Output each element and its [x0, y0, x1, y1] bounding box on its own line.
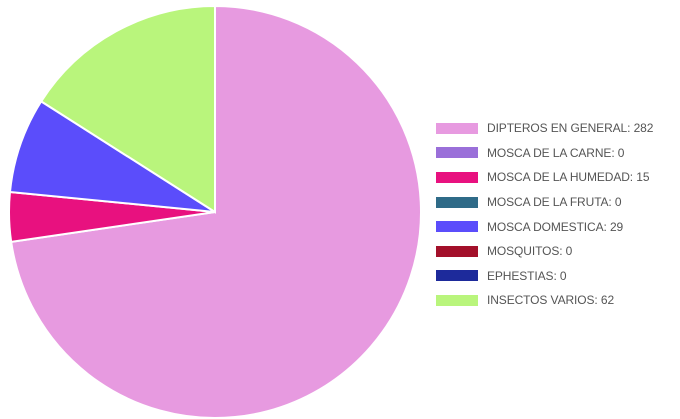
legend-item-ephestias[interactable]: EPHESTIAS: 0	[436, 264, 676, 289]
pie-slice-insectos-varios[interactable]	[39, 4, 216, 214]
legend-label: MOSCA DE LA HUMEDAD: 15	[487, 170, 650, 185]
pie-plot-area	[7, 4, 422, 419]
pie-slice-mosca-domestica[interactable]	[8, 100, 216, 213]
legend-swatch	[436, 294, 478, 306]
legend-label: MOSCA DE LA FRUTA: 0	[487, 195, 622, 210]
legend-label: MOSQUITOS: 0	[487, 244, 573, 259]
legend-swatch	[436, 122, 478, 134]
legend-item-mosca-de-la-humedad[interactable]: MOSCA DE LA HUMEDAD: 15	[436, 165, 676, 190]
legend-item-mosquitos[interactable]: MOSQUITOS: 0	[436, 239, 676, 264]
legend: DIPTEROS EN GENERAL: 282 MOSCA DE LA CARN…	[436, 116, 676, 313]
legend-swatch	[436, 147, 478, 159]
legend-swatch	[436, 171, 478, 183]
legend-item-mosca-de-la-fruta[interactable]: MOSCA DE LA FRUTA: 0	[436, 190, 676, 215]
legend-label: DIPTEROS EN GENERAL: 282	[487, 121, 654, 136]
legend-label: INSECTOS VARIOS: 62	[487, 293, 615, 308]
legend-label: MOSCA DE LA CARNE: 0	[487, 145, 625, 160]
legend-swatch	[436, 196, 478, 208]
legend-label: EPHESTIAS: 0	[487, 268, 567, 283]
legend-swatch	[436, 245, 478, 257]
legend-label: MOSCA DOMESTICA: 29	[487, 219, 624, 234]
legend-item-mosca-de-la-carne[interactable]: MOSCA DE LA CARNE: 0	[436, 141, 676, 166]
legend-swatch	[436, 270, 478, 282]
legend-item-mosca-domestica[interactable]: MOSCA DOMESTICA: 29	[436, 214, 676, 239]
pie-slice-dipteros-en-general[interactable]	[10, 4, 422, 419]
legend-swatch	[436, 221, 478, 233]
legend-item-dipteros-en-general[interactable]: DIPTEROS EN GENERAL: 282	[436, 116, 676, 141]
legend-item-insectos-varios[interactable]: INSECTOS VARIOS: 62	[436, 288, 676, 313]
